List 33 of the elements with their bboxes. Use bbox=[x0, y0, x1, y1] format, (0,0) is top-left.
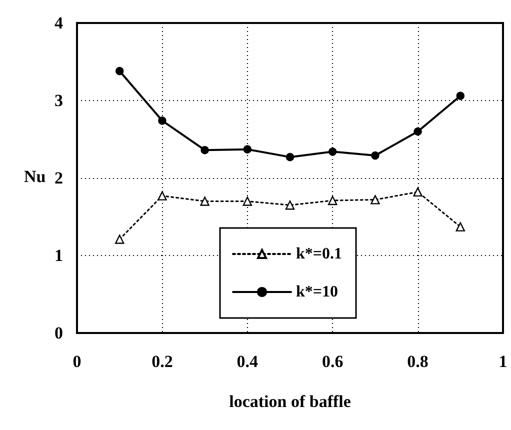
x-tick-label: 0.2 bbox=[152, 352, 173, 371]
x-tick-label: 0.8 bbox=[407, 352, 428, 371]
x-axis-title: location of baffle bbox=[229, 392, 352, 411]
point bbox=[371, 151, 380, 160]
x-tick-label: 0.6 bbox=[322, 352, 344, 371]
point bbox=[286, 152, 294, 162]
point bbox=[285, 200, 295, 210]
point bbox=[413, 187, 422, 197]
point bbox=[243, 145, 252, 154]
point bbox=[200, 196, 210, 206]
point bbox=[456, 92, 464, 100]
point bbox=[242, 196, 252, 206]
point bbox=[414, 127, 422, 136]
point bbox=[115, 234, 124, 244]
y-tick-label: 0 bbox=[54, 324, 63, 342]
point bbox=[456, 222, 465, 232]
y-tick-label: 3 bbox=[54, 91, 63, 110]
point bbox=[370, 195, 380, 204]
legend-label: k*=10 bbox=[296, 284, 338, 300]
x-tick-label: 1 bbox=[498, 352, 508, 371]
x-tick-label: 0 bbox=[72, 352, 82, 371]
y-tick-label: 2 bbox=[54, 168, 63, 188]
point bbox=[158, 116, 166, 125]
point bbox=[158, 191, 167, 200]
point bbox=[328, 148, 337, 156]
x-tick-label: 0.4 bbox=[236, 352, 259, 371]
y-tick-label: 1 bbox=[54, 246, 63, 265]
point bbox=[116, 66, 124, 76]
y-axis-title: Nu bbox=[24, 167, 46, 186]
y-tick-label: 4 bbox=[54, 14, 64, 32]
legend-label: k*=0.1 bbox=[296, 246, 342, 262]
point bbox=[328, 196, 338, 206]
point bbox=[200, 146, 209, 154]
